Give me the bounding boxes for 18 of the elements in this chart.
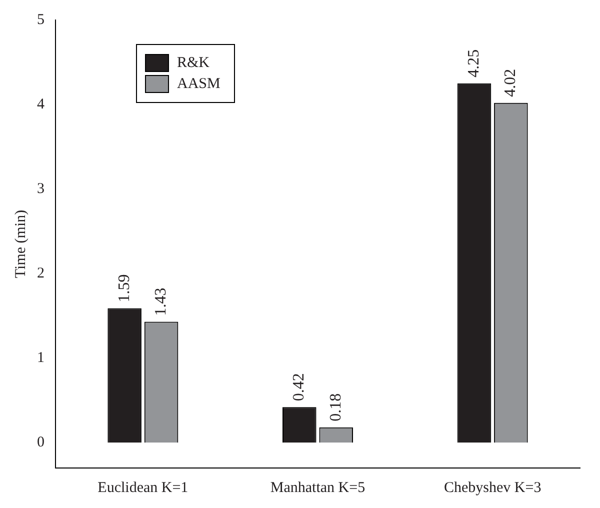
y-tick-label: 5 (37, 12, 44, 28)
data-label: 0.42 (290, 373, 308, 402)
y-tick-label: 1 (37, 350, 44, 366)
x-tick-label: Chebyshev K=3 (444, 480, 542, 496)
data-label: 1.43 (152, 288, 170, 316)
y-tick-label: 2 (37, 266, 44, 282)
data-label: 4.25 (465, 49, 482, 78)
data-label: 0.18 (327, 393, 344, 422)
legend-label: AASM (177, 76, 220, 92)
data-label: 4.02 (502, 68, 520, 97)
legend-label: R&K (177, 54, 210, 72)
x-tick-label: Manhattan K=5 (270, 480, 366, 496)
x-tick-label: Euclidean K=1 (98, 480, 188, 496)
y-tick-label: 0 (37, 434, 44, 451)
data-label: 1.59 (116, 274, 133, 302)
y-axis-title: Time (min) (12, 210, 29, 278)
y-tick-label: 4 (37, 96, 45, 112)
y-tick-label: 3 (37, 180, 44, 197)
